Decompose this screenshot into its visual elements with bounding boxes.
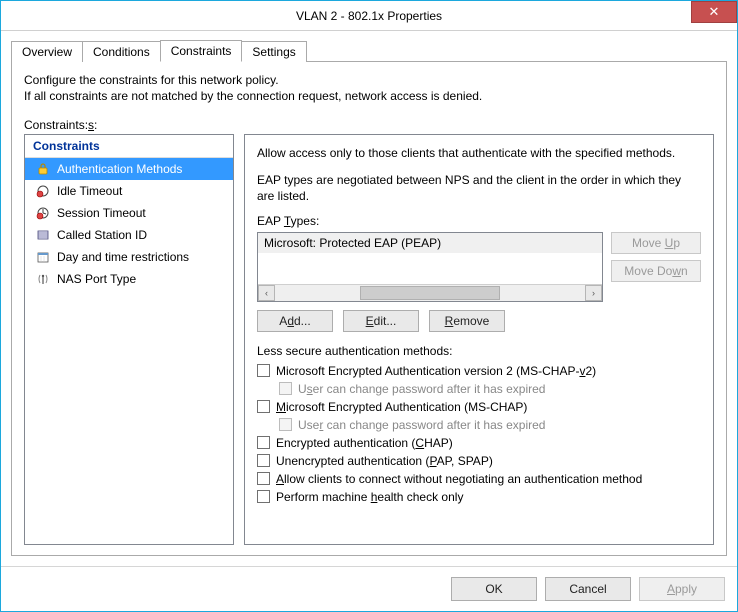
checkbox-icon[interactable]: [257, 436, 270, 449]
tab-strip: Overview Conditions Constraints Settings: [11, 39, 727, 61]
move-buttons: Move Up Move Down: [611, 232, 701, 282]
close-icon: ✕: [709, 4, 720, 20]
tree-item-idle-timeout[interactable]: Idle Timeout: [25, 180, 233, 202]
chk-label: User can change password after it has ex…: [298, 382, 545, 396]
eap-types-listbox[interactable]: Microsoft: Protected EAP (PEAP) ‹ ›: [257, 232, 603, 302]
hscrollbar[interactable]: ‹ ›: [258, 284, 602, 301]
chk-label: Microsoft Encrypted Authentication versi…: [276, 364, 596, 378]
less-secure-label: Less secure authentication methods:: [257, 344, 701, 358]
dialog-buttons: OK Cancel Apply: [1, 566, 737, 611]
apply-button[interactable]: Apply: [639, 577, 725, 601]
chk-chap[interactable]: Encrypted authentication (CHAP): [257, 434, 701, 452]
tab-overview[interactable]: Overview: [11, 41, 83, 62]
window-title: VLAN 2 - 802.1x Properties: [296, 9, 442, 23]
checkbox-icon: [279, 418, 292, 431]
client-area: Overview Conditions Constraints Settings…: [1, 31, 737, 566]
tab-constraints[interactable]: Constraints: [160, 40, 243, 62]
session-icon: [35, 205, 51, 221]
scroll-track[interactable]: [275, 285, 585, 301]
tab-conditions[interactable]: Conditions: [82, 41, 161, 62]
checkbox-icon[interactable]: [257, 490, 270, 503]
chk-allow-no-auth[interactable]: Allow clients to connect without negotia…: [257, 470, 701, 488]
idle-icon: [35, 183, 51, 199]
tree-item-called-station[interactable]: Called Station ID: [25, 224, 233, 246]
detail-pane: Allow access only to those clients that …: [244, 134, 714, 545]
split-pane: Constraints Authentication Methods Idle …: [24, 134, 714, 545]
cancel-button[interactable]: Cancel: [545, 577, 631, 601]
remove-button[interactable]: Remove: [429, 310, 505, 332]
tree-item-auth-methods[interactable]: Authentication Methods: [25, 158, 233, 180]
checkbox-icon: [279, 382, 292, 395]
detail-p2: EAP types are negotiated between NPS and…: [257, 172, 701, 204]
checkbox-icon[interactable]: [257, 400, 270, 413]
chk-mschap-v2-sub: User can change password after it has ex…: [279, 380, 701, 398]
checkbox-icon[interactable]: [257, 472, 270, 485]
station-icon: [35, 227, 51, 243]
chk-label: Microsoft Encrypted Authentication (MS-C…: [276, 400, 527, 414]
tab-panel-constraints: Configure the constraints for this netwo…: [11, 61, 727, 556]
tree-label: Authentication Methods: [57, 162, 182, 176]
tree-item-session-timeout[interactable]: Session Timeout: [25, 202, 233, 224]
tree-label: Idle Timeout: [57, 184, 122, 198]
chk-label: Unencrypted authentication (PAP, SPAP): [276, 454, 493, 468]
chk-mschap-v2[interactable]: Microsoft Encrypted Authentication versi…: [257, 362, 701, 380]
eap-action-buttons: Add... Edit... Remove: [257, 310, 701, 332]
move-down-button[interactable]: Move Down: [611, 260, 701, 282]
instruction-line2: If all constraints are not matched by th…: [24, 88, 714, 104]
scroll-left-icon[interactable]: ‹: [258, 285, 275, 301]
instruction-line1: Configure the constraints for this netwo…: [24, 72, 714, 88]
close-button[interactable]: ✕: [691, 1, 737, 23]
checkbox-icon[interactable]: [257, 364, 270, 377]
properties-window: VLAN 2 - 802.1x Properties ✕ Overview Co…: [0, 0, 738, 612]
chk-label: User can change password after it has ex…: [298, 418, 545, 432]
instructions: Configure the constraints for this netwo…: [24, 72, 714, 104]
calendar-icon: [35, 249, 51, 265]
tree-item-day-time[interactable]: Day and time restrictions: [25, 246, 233, 268]
eap-types-label: EAP Types:: [257, 214, 701, 228]
constraints-listbox[interactable]: Constraints Authentication Methods Idle …: [24, 134, 234, 545]
chk-pap[interactable]: Unencrypted authentication (PAP, SPAP): [257, 452, 701, 470]
constraints-header: Constraints: [25, 135, 233, 158]
lock-icon: [35, 161, 51, 177]
eap-item[interactable]: Microsoft: Protected EAP (PEAP): [258, 233, 602, 253]
tree-label: Day and time restrictions: [57, 250, 189, 264]
tree-label: NAS Port Type: [57, 272, 136, 286]
constraints-label: Constraints:s:: [24, 118, 714, 132]
add-button[interactable]: Add...: [257, 310, 333, 332]
scroll-thumb[interactable]: [360, 286, 500, 300]
chk-machine-health[interactable]: Perform machine health check only: [257, 488, 701, 506]
detail-p1: Allow access only to those clients that …: [257, 145, 701, 161]
chk-label: Encrypted authentication (CHAP): [276, 436, 453, 450]
antenna-icon: [35, 271, 51, 287]
chk-label: Allow clients to connect without negotia…: [276, 472, 642, 486]
titlebar: VLAN 2 - 802.1x Properties ✕: [1, 1, 737, 31]
tree-item-nas-port[interactable]: NAS Port Type: [25, 268, 233, 290]
tab-settings[interactable]: Settings: [241, 41, 306, 62]
move-up-button[interactable]: Move Up: [611, 232, 701, 254]
scroll-right-icon[interactable]: ›: [585, 285, 602, 301]
chk-mschap[interactable]: Microsoft Encrypted Authentication (MS-C…: [257, 398, 701, 416]
tree-label: Called Station ID: [57, 228, 147, 242]
ok-button[interactable]: OK: [451, 577, 537, 601]
edit-button[interactable]: Edit...: [343, 310, 419, 332]
chk-label: Perform machine health check only: [276, 490, 463, 504]
chk-mschap-sub: User can change password after it has ex…: [279, 416, 701, 434]
checkbox-icon[interactable]: [257, 454, 270, 467]
tree-label: Session Timeout: [57, 206, 146, 220]
